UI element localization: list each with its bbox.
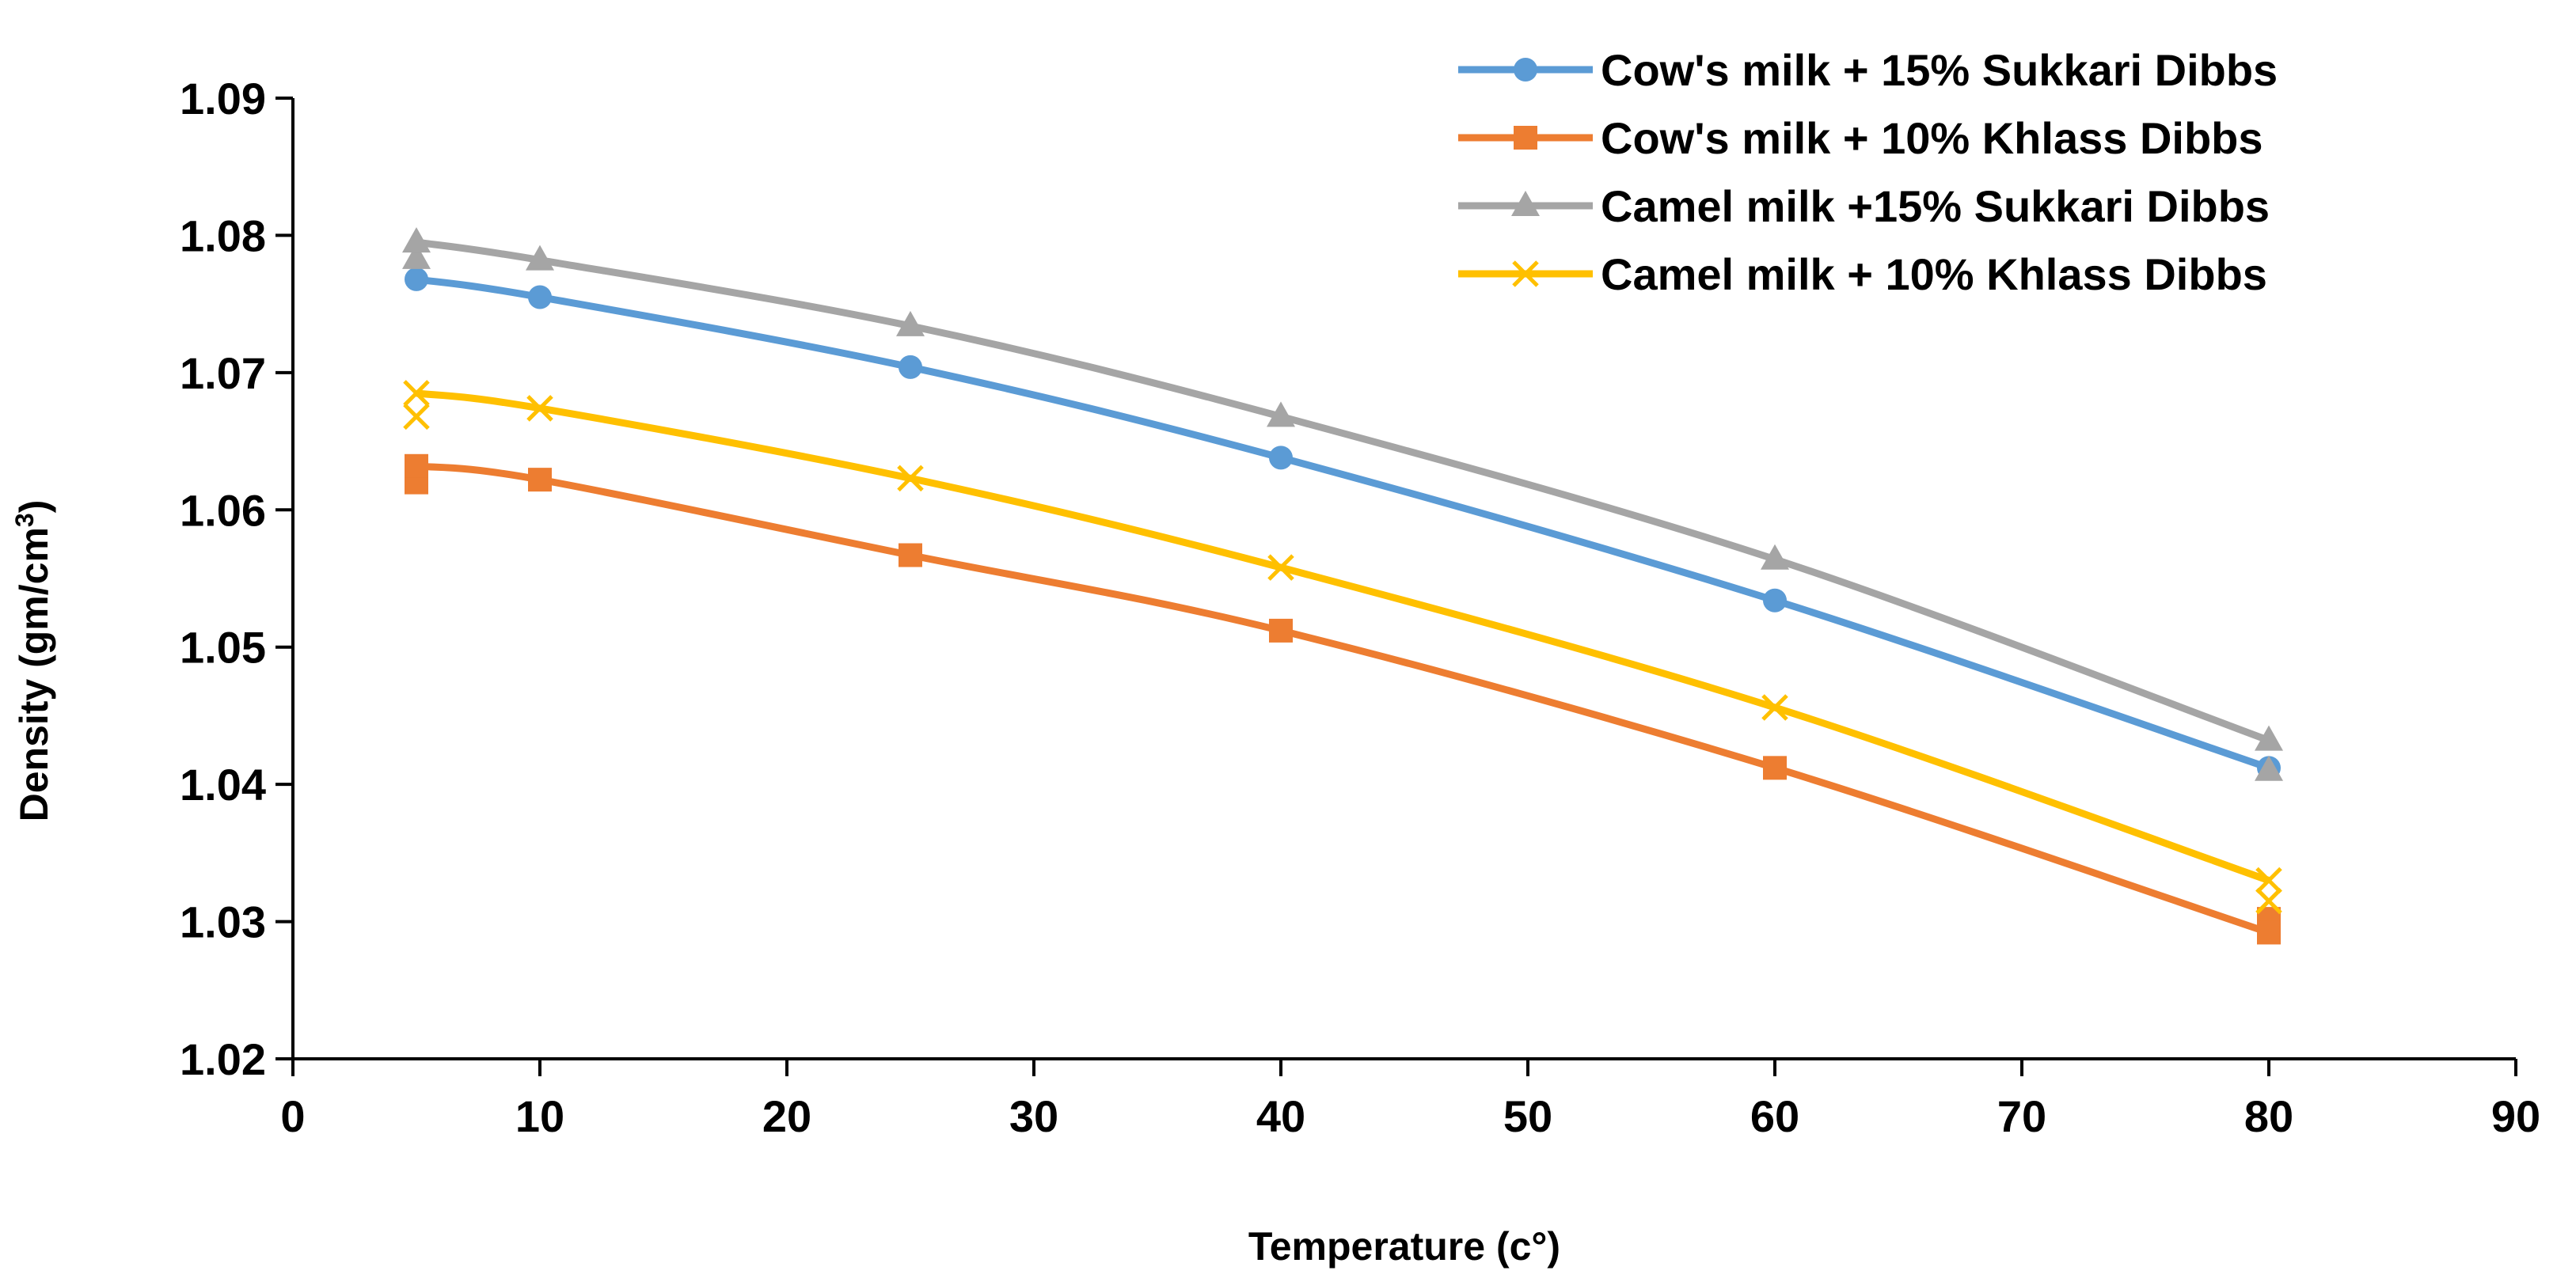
data-point: [1269, 618, 1293, 643]
series-3: [402, 227, 2283, 781]
series-line: [416, 275, 2270, 772]
x-tick-label: 0: [280, 1091, 305, 1141]
data-point: [899, 543, 922, 567]
data-point: [897, 465, 924, 492]
y-tick-label: 1.04: [180, 760, 266, 810]
data-point: [1267, 401, 1295, 427]
data-point: [526, 245, 554, 271]
x-axis-title: Temperature (c°): [1248, 1224, 1560, 1269]
x-tick-label: 90: [2491, 1091, 2540, 1141]
series-line: [416, 238, 2270, 744]
data-point: [528, 468, 552, 492]
legend-marker: [1511, 191, 1540, 216]
data-point: [1761, 694, 1788, 721]
series-line: [416, 462, 2270, 936]
y-tick-label: 1.07: [180, 348, 266, 398]
x-tick-label: 30: [1009, 1091, 1058, 1141]
data-point: [2255, 867, 2282, 894]
data-point: [2257, 920, 2281, 945]
y-axis-title-main: Density (gm/cm: [12, 527, 56, 821]
y-tick-label: 1.08: [180, 211, 266, 260]
data-point: [1763, 756, 1787, 780]
data-point: [402, 227, 431, 253]
legend-item: Camel milk +15% Sukkari Dibbs: [1458, 181, 2270, 231]
legend-item: Camel milk + 10% Khlass Dibbs: [1458, 249, 2267, 299]
legend-marker: [1514, 58, 1537, 82]
series-line: [416, 389, 2270, 884]
data-point: [403, 403, 430, 430]
data-point: [405, 453, 428, 478]
x-tick-label: 50: [1503, 1091, 1552, 1141]
data-point: [403, 380, 430, 407]
data-point: [896, 310, 925, 336]
data-point: [1761, 544, 1789, 570]
y-tick-label: 1.02: [180, 1034, 266, 1084]
legend[interactable]: Cow's milk + 15% Sukkari Dibbs Cow's milk…: [1458, 45, 2278, 299]
data-point: [528, 285, 552, 309]
data-point: [1269, 446, 1293, 470]
legend-marker: [1514, 126, 1537, 150]
legend-label: Camel milk +15% Sukkari Dibbs: [1601, 181, 2270, 231]
x-tick-label: 80: [2244, 1091, 2293, 1141]
data-point: [899, 355, 922, 379]
data-point: [2255, 725, 2283, 751]
data-point: [2255, 887, 2282, 915]
data-point: [2255, 755, 2283, 781]
x-tick-label: 60: [1750, 1091, 1799, 1141]
axes: 1.02 1.03 1.04 1.05 1.06 1.07 1.08 1.09 0 10 20 30 4…: [180, 74, 2540, 1141]
legend-label: Camel milk + 10% Khlass Dibbs: [1601, 249, 2267, 299]
x-tick-label: 20: [762, 1091, 811, 1141]
series-1: [405, 267, 2281, 780]
data-point: [1267, 554, 1294, 581]
y-tick-label: 1.09: [180, 74, 266, 123]
y-tick-label: 1.05: [180, 623, 266, 673]
legend-label: Cow's milk + 15% Sukkari Dibbs: [1601, 45, 2278, 95]
x-tick-label: 40: [1256, 1091, 1305, 1141]
y-tick-label: 1.06: [180, 485, 266, 535]
y-tick-label: 1.03: [180, 897, 266, 947]
data-point: [526, 395, 553, 422]
legend-label: Cow's milk + 10% Khlass Dibbs: [1601, 113, 2263, 163]
x-tick-label: 70: [1997, 1091, 2046, 1141]
y-axis-title-close: ): [12, 500, 56, 514]
legend-item: Cow's milk + 15% Sukkari Dibbs: [1458, 45, 2278, 95]
series-group: [402, 227, 2283, 945]
data-point: [405, 267, 428, 291]
x-tick-label: 10: [515, 1091, 564, 1141]
data-point: [1763, 588, 1787, 613]
data-point: [402, 243, 431, 269]
legend-marker: [1512, 260, 1539, 287]
legend-item: Cow's milk + 10% Khlass Dibbs: [1458, 113, 2263, 163]
y-axis-title: Density (gm/cm3): [10, 500, 56, 822]
series-4: [403, 380, 2282, 915]
y-axis-title-sup: 3: [10, 513, 39, 527]
series-2: [405, 453, 2281, 945]
